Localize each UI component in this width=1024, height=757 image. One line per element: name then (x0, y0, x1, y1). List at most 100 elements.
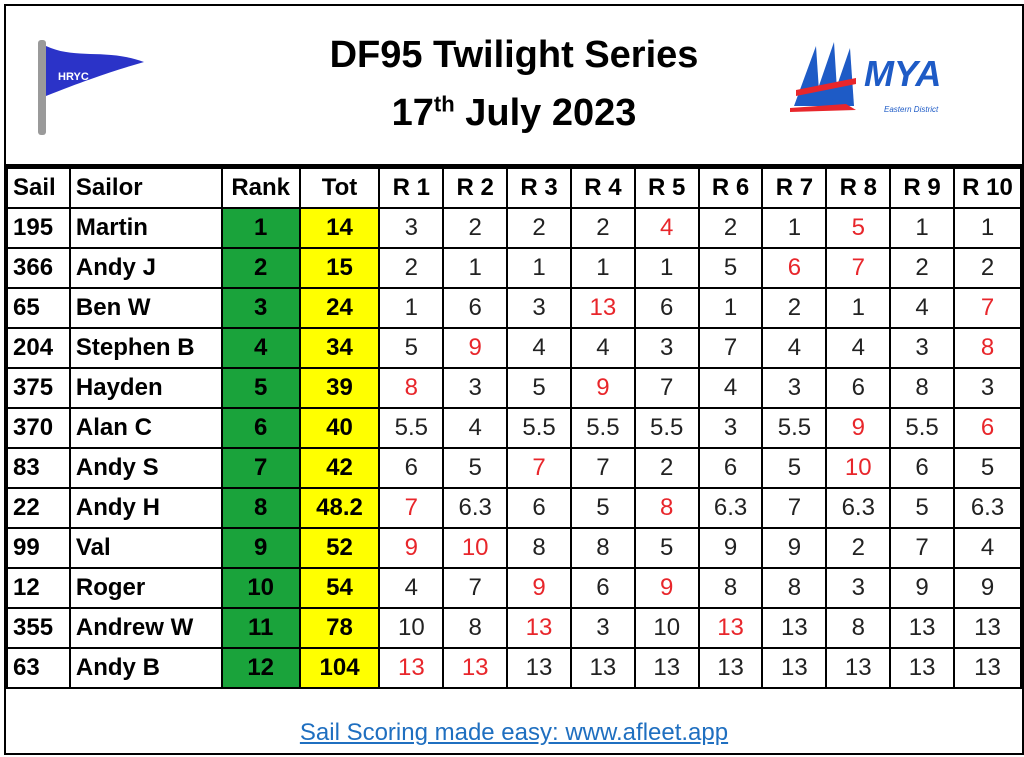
race-score: 2 (378, 247, 445, 289)
race-score: 6 (442, 287, 509, 329)
table-row: 22 Andy H 8 48.2 7 6.3 6 5 8 6.3 7 6.3 5 6.3 (6, 487, 1022, 529)
sailor-cell: Andy J (68, 247, 223, 289)
rank-cell: 4 (220, 327, 301, 369)
race-score: 4 (442, 407, 509, 449)
race-score: 7 (633, 367, 700, 409)
race-score: 9 (889, 567, 956, 609)
sailor-cell: Andrew W (68, 607, 223, 649)
race-score: 6 (889, 447, 956, 489)
race-score: 5.5 (569, 407, 636, 449)
race-score: 9 (697, 527, 764, 569)
race-score: 5 (889, 487, 956, 529)
race-score: 13 (761, 647, 828, 689)
race-score: 2 (889, 247, 956, 289)
column-header: R 1 (378, 167, 445, 209)
sail-cell: 65 (6, 287, 71, 329)
discarded-race-score: 4 (633, 207, 700, 249)
race-score: 5 (953, 447, 1022, 489)
results-sheet: HRYC MYA Eastern District DF95 Twilight … (4, 4, 1024, 755)
race-score: 1 (633, 247, 700, 289)
table-row: 204 Stephen B 4 34 5 9 4 4 3 7 4 4 3 8 (6, 327, 1022, 369)
total-cell: 40 (298, 407, 381, 449)
race-score: 7 (697, 327, 764, 369)
race-score: 1 (761, 207, 828, 249)
discarded-race-score: 9 (569, 367, 636, 409)
sail-cell: 370 (6, 407, 71, 449)
race-score: 3 (825, 567, 892, 609)
total-cell: 15 (298, 247, 381, 289)
total-cell: 78 (298, 607, 381, 649)
total-cell: 54 (298, 567, 381, 609)
sailor-cell: Andy H (68, 487, 223, 529)
footer: Sail Scoring made easy: www.afleet.app (6, 712, 1022, 753)
race-score: 4 (825, 327, 892, 369)
race-score: 1 (697, 287, 764, 329)
column-header: R 7 (761, 167, 828, 209)
table-row: 63 Andy B 12 104 13 13 13 13 13 13 13 13 13 13 (6, 647, 1022, 689)
race-score: 6.3 (825, 487, 892, 529)
race-score: 13 (889, 607, 956, 649)
table-row: 355 Andrew W 11 78 10 8 13 3 10 13 13 8 13 13 (6, 607, 1022, 649)
column-header: R 3 (506, 167, 572, 209)
race-score: 4 (378, 567, 445, 609)
rank-cell: 6 (220, 407, 301, 449)
discarded-race-score: 8 (378, 367, 445, 409)
race-score: 1 (953, 207, 1022, 249)
column-header: R 4 (569, 167, 636, 209)
race-score: 1 (378, 287, 445, 329)
race-score: 13 (889, 647, 956, 689)
date-day: 17 (391, 92, 434, 134)
table-row: 375 Hayden 5 39 8 3 5 9 7 4 3 6 8 3 (6, 367, 1022, 409)
race-score: 4 (569, 327, 636, 369)
race-score: 3 (953, 367, 1022, 409)
race-score: 8 (825, 607, 892, 649)
race-score: 9 (953, 567, 1022, 609)
hryc-text: HRYC (58, 71, 89, 83)
discarded-race-score: 9 (442, 327, 509, 369)
sailor-cell: Ben W (68, 287, 223, 329)
race-score: 8 (569, 527, 636, 569)
discarded-race-score: 6 (761, 247, 828, 289)
discarded-race-score: 9 (633, 567, 700, 609)
race-score: 1 (825, 287, 892, 329)
race-score: 8 (889, 367, 956, 409)
column-header: Rank (220, 167, 301, 209)
race-score: 3 (442, 367, 509, 409)
discarded-race-score: 7 (953, 287, 1022, 329)
rank-cell: 10 (220, 567, 301, 609)
sail-cell: 366 (6, 247, 71, 289)
column-header: R 6 (697, 167, 764, 209)
rank-cell: 9 (220, 527, 301, 569)
afleet-link[interactable]: Sail Scoring made easy: www.afleet.app (299, 719, 729, 746)
rank-cell: 11 (220, 607, 301, 649)
race-score: 4 (953, 527, 1022, 569)
race-score: 2 (506, 207, 572, 249)
race-score: 13 (506, 647, 572, 689)
race-score: 13 (569, 647, 636, 689)
sailor-cell: Andy B (68, 647, 223, 689)
total-cell: 24 (298, 287, 381, 329)
race-score: 6 (378, 447, 445, 489)
table-row: 366 Andy J 2 15 2 1 1 1 1 5 6 7 2 2 (6, 247, 1022, 289)
discarded-race-score: 7 (378, 487, 445, 529)
race-score: 5.5 (506, 407, 572, 449)
race-score: 4 (761, 327, 828, 369)
race-score: 4 (697, 367, 764, 409)
rank-cell: 12 (220, 647, 301, 689)
race-score: 8 (506, 527, 572, 569)
discarded-race-score: 9 (506, 567, 572, 609)
sailor-cell: Stephen B (68, 327, 223, 369)
header: HRYC MYA Eastern District DF95 Twilight … (6, 6, 1022, 167)
discarded-race-score: 13 (569, 287, 636, 329)
race-score: 2 (633, 447, 700, 489)
race-score: 3 (889, 327, 956, 369)
race-score: 2 (442, 207, 509, 249)
race-score: 6.3 (697, 487, 764, 529)
event-date: 17th July 2023 (6, 90, 1022, 136)
column-header: Sail (6, 167, 71, 209)
race-score: 9 (761, 527, 828, 569)
race-score: 5.5 (889, 407, 956, 449)
race-score: 3 (569, 607, 636, 649)
